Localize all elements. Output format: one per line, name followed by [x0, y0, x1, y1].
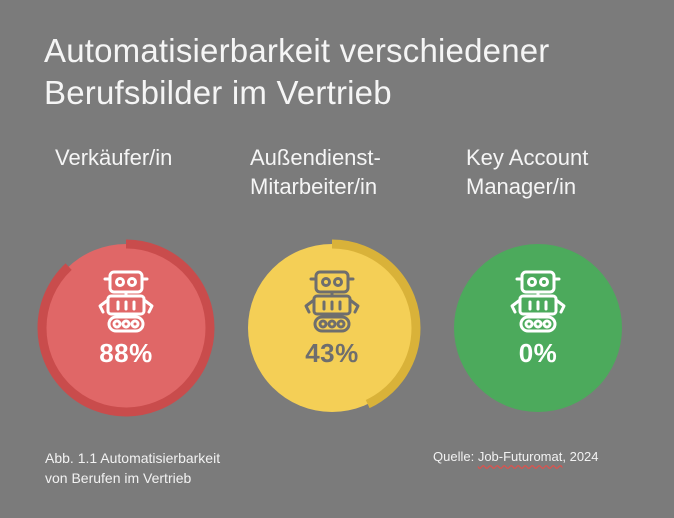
figure-caption: Abb. 1.1 Automatisierbarkeit von Berufen…: [45, 448, 220, 488]
robot-icon: [98, 270, 154, 333]
caption-line-1: Abb. 1.1 Automatisierbarkeit: [45, 450, 221, 466]
profession-label-line: Verkäufer/in: [55, 145, 173, 170]
title-line-2: Berufsbilder im Vertrieb: [44, 74, 392, 111]
caption-line-2: von Berufen im Vertrieb: [45, 470, 192, 486]
source-prefix: Quelle:: [433, 449, 478, 464]
automation-percentage: 43%: [305, 338, 359, 368]
gauge-sales: 88%: [34, 236, 218, 420]
gauge-field-service: 43%: [240, 236, 424, 420]
source-name: Job-Futuromat: [477, 449, 563, 464]
gauge-progress-arc: [37, 239, 215, 417]
automation-percentage: 88%: [99, 338, 153, 368]
profession-label-field-service: Außendienst- Mitarbeiter/in: [250, 143, 381, 201]
robot-icon: [510, 270, 566, 333]
title-line-1: Automatisierbarkeit verschiedener: [44, 32, 550, 69]
profession-label-line: Key Account: [466, 145, 589, 170]
profession-label-line: Manager/in: [466, 174, 577, 199]
automation-percentage: 0%: [518, 338, 558, 368]
profession-label-line: Außendienst-: [250, 145, 381, 170]
slide-title: Automatisierbarkeit verschiedener Berufs…: [44, 30, 664, 114]
profession-label-line: Mitarbeiter/in: [250, 174, 378, 199]
source-suffix: , 2024: [562, 449, 599, 464]
robot-icon: [304, 270, 360, 333]
profession-label-sales: Verkäufer/in: [55, 143, 172, 172]
gauge-progress-arc: [243, 239, 421, 417]
profession-label-key-account: Key Account Manager/in: [466, 143, 588, 201]
source-note: Quelle: Job-Futuromat, 2024: [433, 449, 599, 464]
gauge-key-account: 0%: [446, 236, 630, 420]
